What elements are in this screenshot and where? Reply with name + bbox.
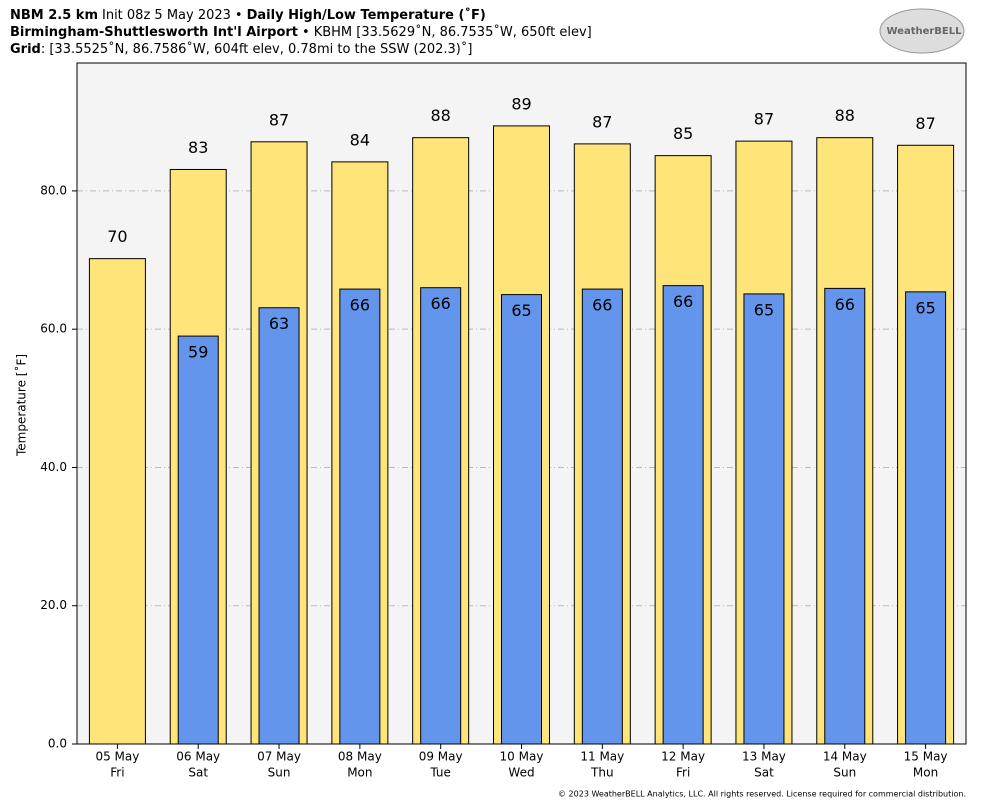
y-tick-label: 20.0 — [40, 598, 67, 612]
x-tick-label: Fri — [110, 766, 124, 780]
value-label: 85 — [673, 124, 693, 143]
header-segment: • — [235, 8, 243, 23]
value-label: 65 — [915, 298, 935, 317]
bar — [905, 291, 947, 745]
bar — [743, 293, 785, 745]
header-segment: KBHM [33.5629˚N, 86.7535˚W, 650ft elev] — [314, 24, 592, 40]
x-tick-label: 09 May — [419, 750, 463, 764]
y-tick-label: 80.0 — [40, 183, 67, 197]
header-line: NBM 2.5 km Init 08z 5 May 2023 • Daily High… — [10, 7, 486, 23]
y-axis-label: Temperature [˚F] — [14, 354, 29, 457]
value-label: 87 — [269, 110, 289, 129]
bar — [258, 307, 300, 745]
value-label: 89 — [511, 94, 531, 113]
x-tick-label: 06 May — [176, 750, 220, 764]
bar — [88, 258, 146, 745]
value-label: 66 — [835, 295, 855, 314]
bar — [824, 287, 866, 745]
x-tick-label: Mon — [347, 766, 372, 780]
value-label: 66 — [673, 292, 693, 311]
value-label: 65 — [754, 300, 774, 319]
header-line: Birmingham-Shuttlesworth Int'l Airport • K… — [10, 24, 592, 40]
value-label: 66 — [431, 294, 451, 313]
x-tick-label: Sun — [268, 766, 291, 780]
header-segment: NBM 2.5 km — [10, 8, 98, 23]
value-label: 63 — [269, 314, 289, 333]
x-tick-label: 10 May — [500, 750, 544, 764]
x-tick-label: 11 May — [580, 750, 624, 764]
y-tick-label: 60.0 — [40, 322, 67, 336]
logo-text: WeatherBELL — [886, 26, 962, 37]
x-tick-label: Sun — [833, 766, 856, 780]
x-tick-label: 13 May — [742, 750, 786, 764]
x-tick-label: 08 May — [338, 750, 382, 764]
header-segment: • — [302, 25, 310, 40]
x-tick-label: 07 May — [257, 750, 301, 764]
value-label: 87 — [592, 112, 612, 131]
bar — [501, 294, 542, 745]
footer: © 2023 WeatherBELL Analytics, LLC. All r… — [558, 790, 966, 799]
plot-frame — [76, 62, 967, 745]
header-segment: : [33.5525˚N, 86.7586˚W, 604ft elev, 0.7… — [41, 41, 473, 57]
x-tick-label: Tue — [429, 766, 451, 780]
x-tick-label: 05 May — [95, 750, 139, 764]
bar — [581, 288, 623, 745]
value-label: 59 — [188, 343, 208, 362]
x-tick-label: Sat — [754, 766, 774, 780]
logo: WeatherBELL — [879, 8, 965, 54]
header-segment: Birmingham-Shuttlesworth Int'l Airport — [10, 25, 298, 40]
bar — [339, 288, 381, 745]
x-tick-label: Wed — [508, 766, 534, 780]
logo-badge — [879, 8, 965, 54]
x-tick-label: Mon — [913, 766, 938, 780]
value-label: 88 — [431, 106, 451, 125]
x-tick-label: Fri — [676, 766, 690, 780]
value-label: 84 — [350, 130, 370, 149]
value-label: 70 — [107, 227, 127, 246]
header-segment: Daily High/Low Temperature (˚F) — [247, 7, 486, 23]
value-label: 66 — [592, 296, 612, 315]
y-tick-label: 40.0 — [40, 460, 67, 474]
x-tick-label: Thu — [590, 766, 614, 780]
bar — [177, 335, 219, 745]
header-segment: Grid — [10, 42, 41, 57]
bar — [420, 287, 462, 745]
value-label: 87 — [915, 114, 935, 133]
value-label: 65 — [511, 301, 531, 320]
x-tick-label: 14 May — [823, 750, 867, 764]
value-label: 66 — [350, 296, 370, 315]
value-label: 88 — [835, 106, 855, 125]
x-tick-label: 12 May — [661, 750, 705, 764]
header-line: Grid: [33.5525˚N, 86.7586˚W, 604ft elev,… — [10, 41, 472, 57]
bar — [662, 285, 704, 745]
x-tick-label: 15 May — [904, 750, 948, 764]
value-label: 87 — [754, 110, 774, 129]
header-segment: Init 08z 5 May 2023 — [102, 8, 231, 23]
x-tick-label: Sat — [188, 766, 208, 780]
y-tick-label: 0.0 — [48, 737, 67, 751]
value-label: 83 — [188, 138, 208, 157]
